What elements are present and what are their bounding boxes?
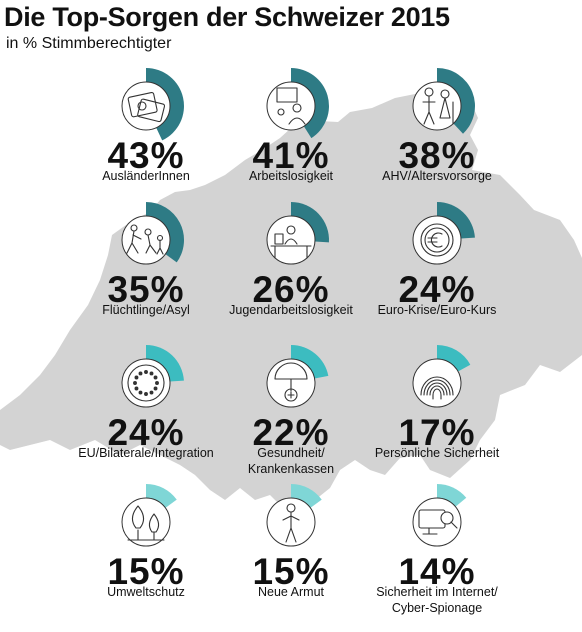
switzerland-silhouette <box>0 92 582 515</box>
percent-value-label: 14% <box>398 551 476 592</box>
pie-slice <box>266 202 330 265</box>
job-seeker-icon <box>276 87 306 125</box>
concern-tile: 15% Umweltschutz <box>46 482 246 632</box>
concern-tile: 15% Neue Armut <box>191 482 391 632</box>
pie-slice <box>266 345 329 408</box>
percent-value-label: 15% <box>252 551 330 592</box>
concern-tile: 24% EU/Bilaterale/Integration <box>46 343 246 493</box>
category-label: Arbeitslosigkeit <box>248 169 334 183</box>
icon-disc <box>122 359 170 407</box>
percent-value-label: 38% <box>398 135 476 176</box>
category-label: EU/Bilaterale/Integration <box>78 446 214 460</box>
icon-ring <box>412 497 462 547</box>
icon-ring <box>266 81 316 131</box>
euro-coin-icon <box>420 223 454 257</box>
category-label: Jugendarbeitslosigkeit <box>229 303 353 317</box>
category-label: Persönliche Sicherheit <box>374 446 500 460</box>
percent-value-label: 22% <box>252 412 330 453</box>
icon-ring <box>121 215 171 265</box>
percent-value-label: 24% <box>107 412 185 453</box>
desk-worker-icon <box>270 225 312 259</box>
concern-tile: 38% AHV/Altersvorsorge <box>337 66 537 216</box>
refugees-icon <box>126 224 164 255</box>
category-label: Euro-Krise/Euro-Kurs <box>377 303 497 317</box>
elderly-couple-icon <box>422 87 454 125</box>
concern-tile: 24% Euro-Krise/Euro-Kurs <box>337 200 537 350</box>
category-label: Neue Armut <box>257 585 324 599</box>
percent-value-label: 15% <box>107 551 185 592</box>
icon-ring <box>266 358 316 408</box>
percent-value-label: 24% <box>398 269 476 310</box>
percent-value-label: 17% <box>398 412 476 453</box>
category-label: Flüchtlinge/Asyl <box>102 303 190 317</box>
concern-tile: 17% Persönliche Sicherheit <box>337 343 537 493</box>
concern-tile: 22% Gesundheit/ Krankenkassen <box>191 343 391 493</box>
trees-icon <box>127 505 165 541</box>
concern-tile: 43% AusländerInnen <box>46 66 246 216</box>
percent-value-label: 26% <box>252 269 330 310</box>
pie-slice <box>121 345 184 408</box>
concern-tile: 14% Sicherheit im Internet/ Cyber-Spiona… <box>337 482 537 632</box>
icon-disc <box>122 498 170 546</box>
fingerprint-icon <box>420 376 454 400</box>
icon-ring <box>121 497 171 547</box>
category-label: Sicherheit im Internet/ Cyber-Spionage <box>376 585 498 615</box>
health-cross-umbrella-icon <box>274 362 308 402</box>
chart-subtitle: in % Stimmberechtigter <box>6 35 172 52</box>
icon-ring <box>412 358 462 408</box>
computer-spy-icon <box>418 509 458 535</box>
icon-disc <box>413 216 461 264</box>
category-label: AHV/Altersvorsorge <box>382 169 492 183</box>
icon-ring <box>266 215 316 265</box>
concern-tile: 41% Arbeitslosigkeit <box>191 66 391 216</box>
percent-value-label: 35% <box>107 269 185 310</box>
pie-slice <box>412 484 467 547</box>
concern-tile: 26% Jugendarbeitslosigkeit <box>191 200 391 350</box>
icon-ring <box>121 81 171 131</box>
category-label: Gesundheit/ Krankenkassen <box>247 446 335 476</box>
category-label: AusländerInnen <box>102 169 190 183</box>
pie-slice <box>121 68 184 141</box>
pie-slice <box>121 202 185 265</box>
concern-tile: 35% Flüchtlinge/Asyl <box>46 200 246 350</box>
pie-slice <box>266 484 322 547</box>
pie-slice <box>412 345 471 408</box>
percent-value-label: 43% <box>107 135 185 176</box>
category-label: Umweltschutz <box>107 585 185 599</box>
pie-slice <box>266 68 329 139</box>
passport-icon <box>127 92 166 123</box>
percent-value-label: 41% <box>252 135 330 176</box>
icon-ring <box>412 215 462 265</box>
icon-disc <box>267 82 315 130</box>
icon-disc <box>267 216 315 264</box>
poor-person-icon <box>282 503 300 543</box>
eu-stars-icon <box>127 364 165 402</box>
pie-slice <box>121 484 177 547</box>
pie-slice <box>412 202 475 265</box>
pie-slice <box>412 68 475 134</box>
icon-ring <box>266 497 316 547</box>
icon-ring <box>412 81 462 131</box>
chart-title: Die Top-Sorgen der Schweizer 2015 <box>4 2 450 32</box>
icon-ring <box>121 358 171 408</box>
